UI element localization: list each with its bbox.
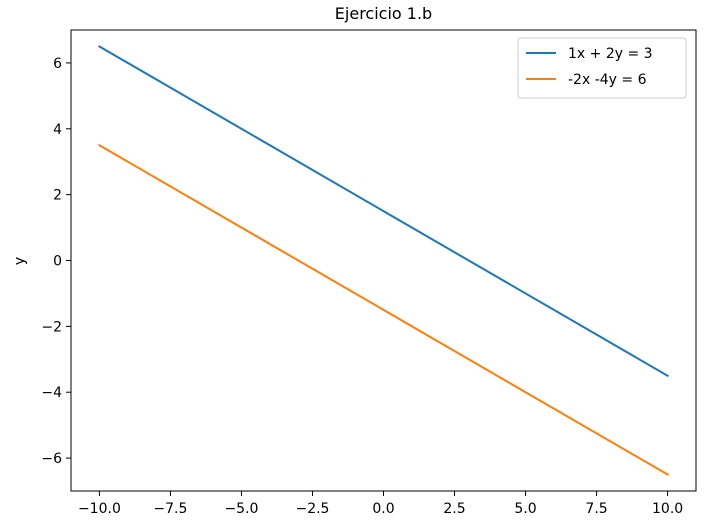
y-tick-label: −6 [41, 451, 62, 467]
y-tick-label: −2 [41, 319, 62, 335]
plot-frame [70, 29, 697, 492]
y-tick-label: 2 [53, 188, 62, 204]
x-tick-label: 2.5 [443, 501, 465, 517]
legend-label-2: -2x -4y = 6 [568, 72, 647, 88]
y-axis-label-group: y [12, 257, 28, 265]
x-tick-label: 10.0 [652, 501, 683, 517]
x-tick-label: 0.0 [372, 501, 394, 517]
legend: 1x + 2y = 3 -2x -4y = 6 [517, 37, 687, 99]
y-tick-label: 0 [53, 254, 62, 270]
x-tick-label: −2.5 [295, 501, 329, 517]
y-tick-label: 6 [53, 56, 62, 72]
plot-area: −10.0 −7.5 −5.0 −2.5 0.0 2.5 5.0 7.5 10.0 −6 −4 −2 0… [41, 29, 697, 517]
x-tick-label: −5.0 [224, 501, 258, 517]
x-tick-label: −10.0 [78, 501, 121, 517]
y-tick-label: −4 [41, 385, 62, 401]
y-axis-label: y [12, 257, 28, 265]
chart-title: Ejercicio 1.b [335, 4, 432, 23]
x-tick-label: 7.5 [585, 501, 607, 517]
legend-label-1: 1x + 2y = 3 [568, 46, 653, 62]
y-tick-label: 4 [53, 122, 62, 138]
x-tick-label: −7.5 [153, 501, 187, 517]
legend-box [517, 37, 687, 99]
series-line-2 [98, 143, 669, 476]
x-tick-label: 5.0 [514, 501, 536, 517]
series-line-1 [98, 45, 669, 378]
